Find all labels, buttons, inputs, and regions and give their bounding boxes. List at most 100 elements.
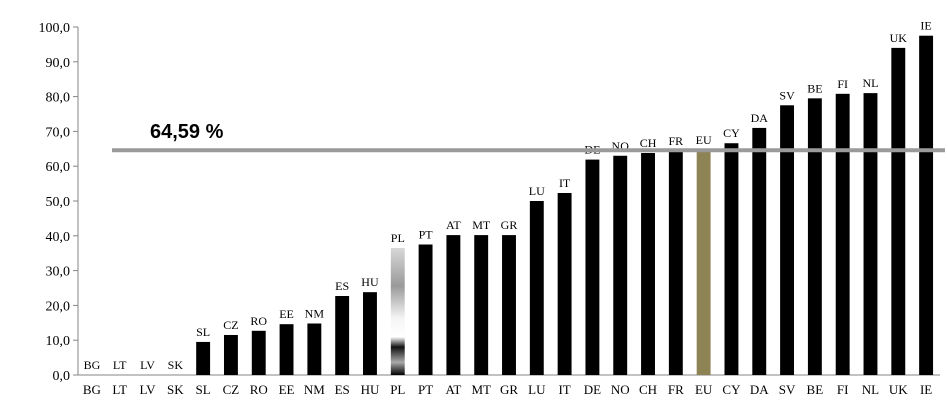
bar-ch bbox=[641, 152, 655, 375]
data-label-da: DA bbox=[751, 111, 769, 125]
x-tick-label-cy: CY bbox=[722, 382, 741, 397]
bar-de bbox=[585, 159, 600, 375]
data-label-it: IT bbox=[559, 176, 571, 190]
data-label-lu: LU bbox=[529, 184, 545, 198]
bar-fr bbox=[668, 151, 683, 375]
data-label-nl: NL bbox=[862, 76, 878, 90]
x-tick-label-no: NO bbox=[611, 382, 630, 397]
bar-pl bbox=[390, 247, 405, 375]
data-label-ie: IE bbox=[920, 19, 931, 33]
data-label-fi: FI bbox=[837, 77, 848, 91]
data-label-gr: GR bbox=[501, 218, 518, 232]
x-tick-label-es: ES bbox=[335, 382, 350, 397]
bar-ie bbox=[919, 35, 934, 375]
y-tick-label: 100,0 bbox=[39, 21, 71, 36]
data-label-uk: UK bbox=[890, 31, 908, 45]
data-label-sl: SL bbox=[196, 325, 210, 339]
y-tick-label: 40,0 bbox=[46, 230, 71, 245]
data-label-be: BE bbox=[807, 81, 822, 95]
x-tick-label-lt: LT bbox=[112, 382, 127, 397]
data-label-cz: CZ bbox=[223, 318, 238, 332]
bar-cy bbox=[724, 143, 739, 375]
data-label-pl: PL bbox=[391, 231, 405, 245]
x-tick-label-sl: SL bbox=[196, 382, 211, 397]
x-tick-label-lv: LV bbox=[139, 382, 156, 397]
x-tick-label-fi: FI bbox=[837, 382, 849, 397]
bar-fi bbox=[835, 93, 850, 375]
data-label-at: AT bbox=[446, 218, 461, 232]
data-label-nm: NM bbox=[305, 306, 325, 320]
bar-hu bbox=[363, 292, 377, 375]
data-label-ee: EE bbox=[279, 307, 294, 321]
x-tick-label-eu: EU bbox=[695, 382, 713, 397]
bar-pt bbox=[418, 244, 433, 375]
bar-uk bbox=[891, 47, 906, 375]
x-tick-label-it: IT bbox=[558, 382, 570, 397]
x-tick-labels: BG LT LV SK SL CZ RO EE NM ES HU PL PT AT MT GR LU IT DE NO… bbox=[83, 382, 932, 397]
bars bbox=[196, 35, 934, 376]
bar-mt bbox=[474, 235, 489, 375]
y-tick-label: 30,0 bbox=[46, 265, 71, 280]
data-label-lt: LT bbox=[113, 358, 127, 372]
bar-it bbox=[557, 192, 572, 375]
y-tick-label: 70,0 bbox=[46, 125, 71, 140]
bar-be bbox=[807, 98, 822, 375]
bar-eu bbox=[696, 150, 711, 375]
x-tick-label-be: BE bbox=[807, 382, 824, 397]
data-label-lv: LV bbox=[140, 358, 155, 372]
data-label-mt: MT bbox=[472, 218, 491, 232]
data-label-es: ES bbox=[335, 279, 349, 293]
x-tick-label-da: DA bbox=[750, 382, 769, 397]
x-tick-label-nm: NM bbox=[304, 382, 325, 397]
data-label-ro: RO bbox=[250, 314, 267, 328]
bar-lu bbox=[529, 201, 544, 375]
data-label-sk: SK bbox=[168, 358, 184, 372]
bar-da bbox=[752, 127, 767, 375]
x-tick-label-cz: CZ bbox=[223, 382, 240, 397]
x-tick-label-bg: BG bbox=[83, 382, 101, 397]
x-tick-label-fr: FR bbox=[668, 382, 684, 397]
y-tick-labels: 0,0 10,0 20,0 30,0 40,0 50,0 60,0 70,0 80,0 90,0 1… bbox=[39, 21, 78, 384]
average-label: 64,59 % bbox=[150, 121, 224, 143]
bar-gr bbox=[502, 235, 516, 375]
x-tick-label-at: AT bbox=[445, 382, 461, 397]
x-tick-label-pl: PL bbox=[390, 382, 405, 397]
data-label-eu: EU bbox=[696, 133, 712, 147]
bar-es bbox=[335, 296, 350, 375]
data-labels: BGLTLVSKSLCZROEENMESHUPLPTATMTGRLUITDENO… bbox=[84, 19, 932, 372]
x-tick-label-pt: PT bbox=[418, 382, 433, 397]
x-tick-label-lu: LU bbox=[528, 382, 546, 397]
bar-sl bbox=[196, 341, 211, 375]
bar-ee bbox=[279, 324, 294, 375]
reference-line-group: 64,59 % bbox=[112, 121, 945, 153]
bar-at bbox=[446, 235, 461, 375]
x-tick-label-sk: SK bbox=[167, 382, 184, 397]
y-tick-label: 10,0 bbox=[46, 334, 71, 349]
bar-no bbox=[613, 155, 628, 375]
y-tick-label: 60,0 bbox=[46, 160, 71, 175]
x-tick-label-de: DE bbox=[584, 382, 601, 397]
data-label-bg: BG bbox=[84, 358, 101, 372]
x-tick-label-gr: GR bbox=[500, 382, 518, 397]
x-tick-label-ie: IE bbox=[920, 382, 932, 397]
bar-cz bbox=[223, 334, 238, 375]
data-label-pt: PT bbox=[419, 228, 434, 242]
bar-ro bbox=[251, 330, 266, 375]
x-tick-label-uk: UK bbox=[889, 382, 908, 397]
bar-sv bbox=[780, 105, 795, 376]
y-tick-label: 0,0 bbox=[53, 369, 71, 384]
y-tick-label: 80,0 bbox=[46, 91, 71, 106]
data-label-ch: CH bbox=[640, 136, 657, 150]
y-tick-label: 50,0 bbox=[46, 195, 71, 210]
x-tick-label-nl: NL bbox=[862, 382, 879, 397]
x-tick-label-ro: RO bbox=[250, 382, 268, 397]
y-tick-label: 90,0 bbox=[46, 56, 71, 71]
data-label-sv: SV bbox=[779, 88, 795, 102]
data-label-cy: CY bbox=[723, 126, 740, 140]
x-tick-label-mt: MT bbox=[471, 382, 491, 397]
x-tick-label-ch: CH bbox=[639, 382, 657, 397]
data-label-hu: HU bbox=[361, 275, 379, 289]
x-tick-label-sv: SV bbox=[779, 382, 796, 397]
bar-nm bbox=[307, 323, 322, 375]
